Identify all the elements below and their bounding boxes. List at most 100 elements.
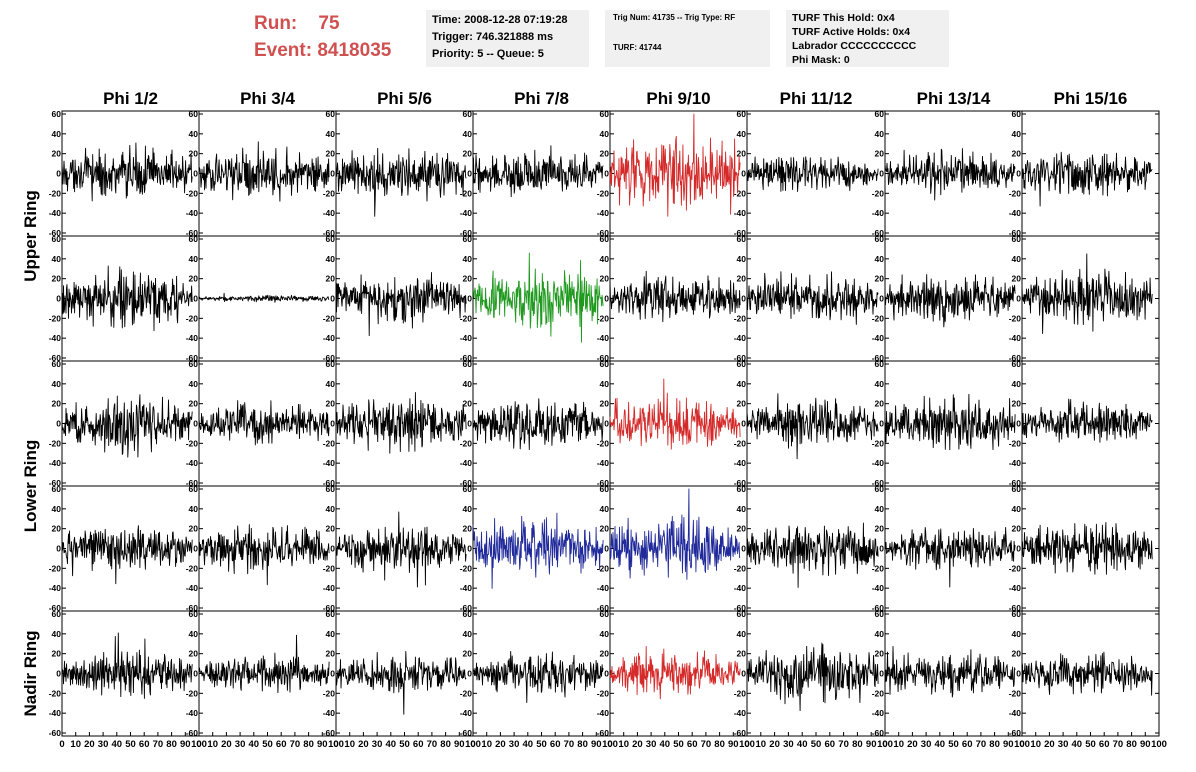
y-tick-label: -40 (49, 708, 62, 718)
turf-active-holds: TURF Active Holds: 0x4 (792, 26, 911, 38)
y-tick-label: -40 (597, 208, 610, 218)
y-tick-label: 40 (52, 129, 62, 139)
waveform-trace (609, 270, 741, 323)
trig-num-text: Trig Num: 41735 -- Trig Type: RF (613, 13, 736, 22)
waveform-trace (335, 392, 467, 454)
x-tick-label: 30 (1058, 739, 1069, 750)
waveform-trace (884, 526, 1016, 588)
y-tick-label: -60 (597, 228, 610, 238)
x-tick-label: 10 (207, 739, 218, 750)
y-tick-label: 20 (875, 274, 885, 284)
column-header: Phi 5/6 (377, 89, 432, 108)
y-tick-label: -20 (1009, 688, 1022, 698)
waveform-trace (1021, 398, 1153, 443)
y-tick-label: -60 (323, 353, 336, 363)
y-tick-label: -60 (460, 478, 473, 488)
y-tick-label: -20 (186, 188, 199, 198)
y-tick-label: 60 (326, 359, 336, 369)
x-tick-label: 10 (618, 739, 629, 750)
y-tick-label: 20 (52, 399, 62, 409)
x-tick-label: 50 (673, 739, 684, 750)
x-tick-label: 0 (607, 739, 612, 750)
y-tick-label: 0 (1016, 419, 1021, 429)
turf-text: TURF: 41744 (613, 43, 662, 52)
y-tick-label: 0 (193, 419, 198, 429)
x-tick-label: 40 (112, 739, 123, 750)
trigger-text: Trigger: 746.321888 ms (432, 31, 554, 43)
y-tick-label: 0 (193, 544, 198, 554)
x-tick-label: 60 (825, 739, 836, 750)
y-tick-label: -60 (597, 353, 610, 363)
x-tick-label: 60 (687, 739, 698, 750)
y-tick-label: 20 (189, 649, 199, 659)
y-tick-label: 40 (1012, 629, 1022, 639)
y-tick-label: -40 (323, 458, 336, 468)
waveform-trace (746, 393, 879, 460)
y-tick-label: 40 (1012, 504, 1022, 514)
x-tick-label: 90 (454, 739, 465, 750)
y-tick-label: -40 (872, 208, 885, 218)
y-tick-label: -60 (734, 478, 747, 488)
y-tick-label: -40 (734, 333, 747, 343)
x-tick-label: 70 (290, 739, 301, 750)
y-tick-label: 40 (875, 129, 885, 139)
y-tick-label: -20 (1009, 188, 1022, 198)
y-tick-label: 0 (879, 419, 884, 429)
y-tick-label: 0 (741, 669, 746, 679)
y-tick-label: 60 (189, 109, 199, 119)
y-tick-label: 20 (463, 524, 473, 534)
y-tick-label: 20 (326, 649, 336, 659)
y-tick-label: 0 (741, 294, 746, 304)
y-tick-label: 60 (737, 234, 747, 244)
x-tick-label: 100 (877, 739, 893, 750)
y-tick-label: -20 (597, 688, 610, 698)
y-tick-label: -60 (872, 603, 885, 613)
y-tick-label: 40 (52, 629, 62, 639)
x-tick-label: 80 (440, 739, 451, 750)
y-tick-label: 20 (875, 399, 885, 409)
y-tick-label: 0 (1016, 169, 1021, 179)
waveform-trace (1021, 253, 1153, 334)
y-tick-label: -60 (460, 353, 473, 363)
waveform-trace (884, 148, 1016, 201)
y-tick-label: 0 (604, 294, 609, 304)
trigger-info-box: Trig Num: 41735 -- Trig Type: RF TURF: 4… (605, 10, 770, 67)
y-tick-label: 0 (330, 544, 335, 554)
y-tick-label: -40 (460, 333, 473, 343)
y-tick-label: 60 (875, 234, 885, 244)
y-tick-label: -40 (323, 208, 336, 218)
x-tick-label: 10 (893, 739, 904, 750)
y-tick-label: -40 (323, 583, 336, 593)
x-tick-label: 0 (333, 739, 338, 750)
y-tick-label: 60 (737, 484, 747, 494)
x-tick-label: 30 (98, 739, 109, 750)
y-tick-label: 20 (189, 274, 199, 284)
y-tick-label: 60 (189, 359, 199, 369)
x-tick-label: 60 (962, 739, 973, 750)
y-tick-label: -40 (1009, 458, 1022, 468)
y-tick-label: 40 (52, 504, 62, 514)
y-tick-label: -20 (734, 438, 747, 448)
y-tick-label: -40 (734, 458, 747, 468)
y-tick-label: 20 (875, 649, 885, 659)
run-row: Run: 75 (254, 10, 391, 37)
waveform-trace (609, 113, 741, 217)
y-tick-label: -40 (1009, 208, 1022, 218)
y-tick-label: 40 (875, 254, 885, 264)
y-tick-label: 20 (189, 524, 199, 534)
y-tick-label: -20 (734, 688, 747, 698)
y-tick-label: -60 (49, 728, 62, 738)
x-tick-label: 10 (481, 739, 492, 750)
x-tick-label: 30 (509, 739, 520, 750)
waveform-trace (335, 651, 467, 715)
y-tick-label: -60 (1009, 603, 1022, 613)
y-tick-label: 60 (52, 359, 62, 369)
waveform-trace (61, 525, 193, 585)
y-tick-label: 40 (737, 504, 747, 514)
y-tick-label: 0 (56, 544, 61, 554)
x-tick-label: 90 (1140, 739, 1151, 750)
y-tick-label: 40 (189, 379, 199, 389)
y-tick-label: -20 (734, 188, 747, 198)
phi-mask-text: Phi Mask: 0 (792, 54, 850, 66)
y-tick-label: 0 (604, 169, 609, 179)
